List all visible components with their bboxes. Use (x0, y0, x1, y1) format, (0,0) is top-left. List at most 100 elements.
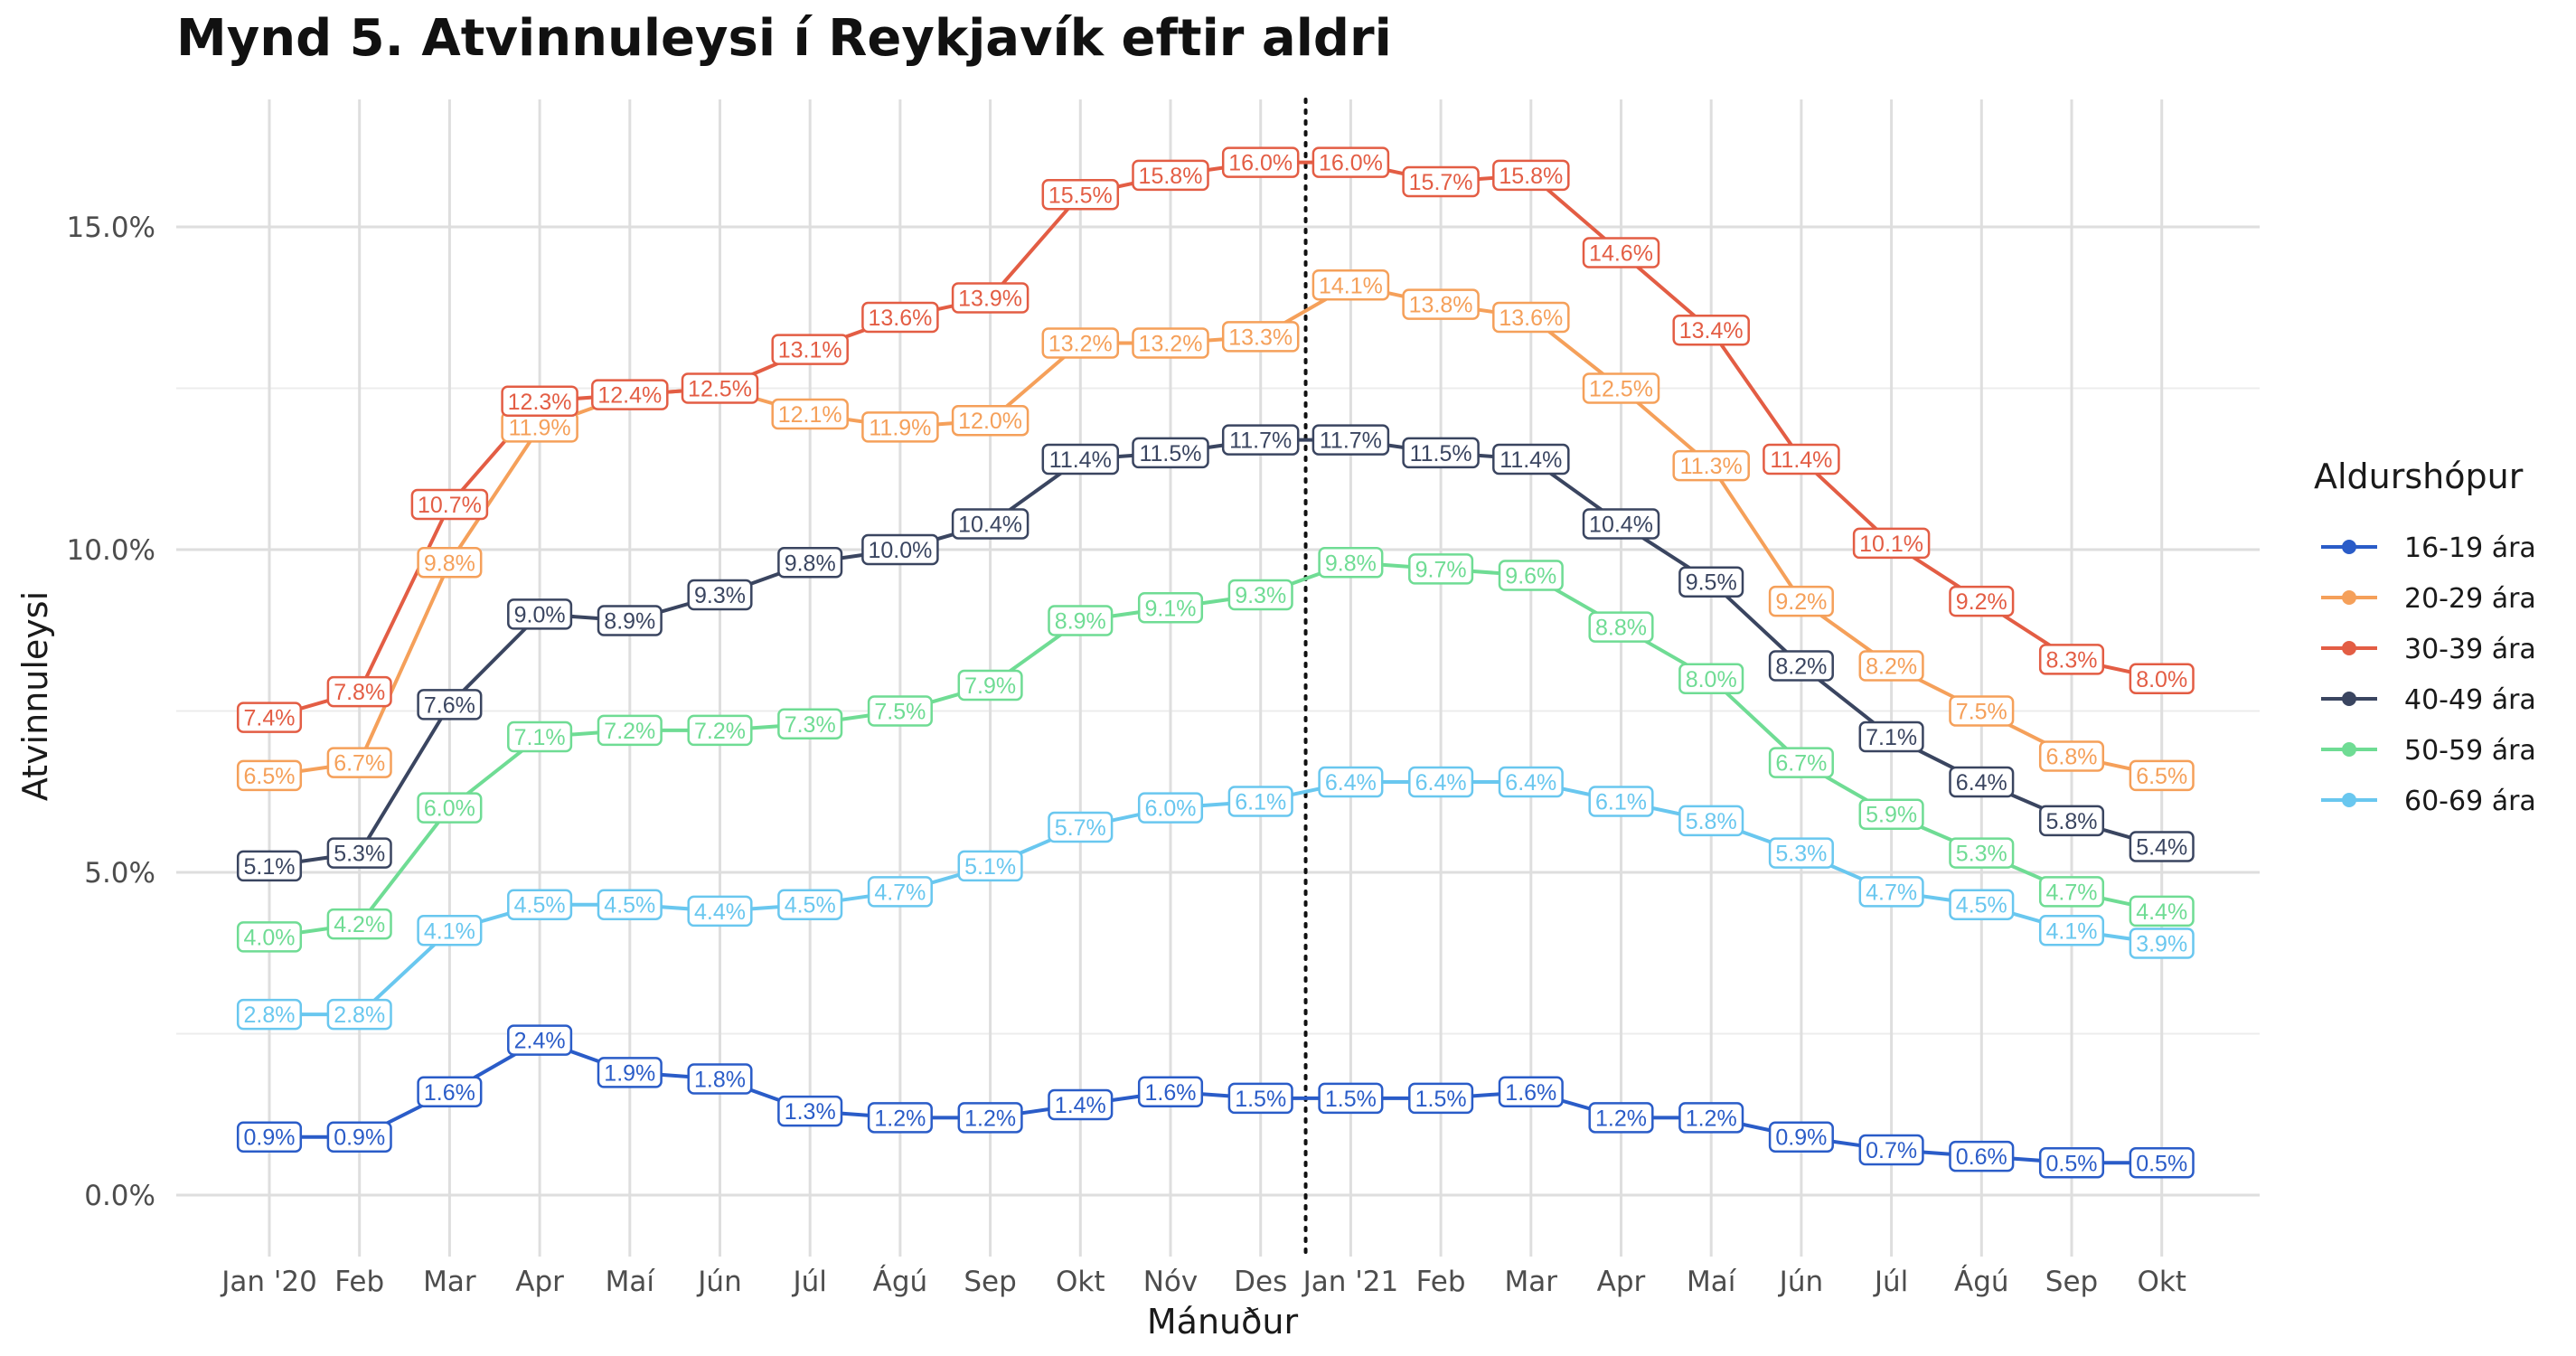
data-label-box (681, 372, 759, 404)
data-label-box (957, 1102, 1023, 1134)
data-label-text: 0.9% (244, 1125, 296, 1151)
data-label-box (951, 282, 1029, 314)
data-label: 11.4% (1041, 443, 1120, 476)
data-label-box (1678, 1102, 1744, 1134)
series-line (269, 1038, 2162, 1165)
data-label: 7.1% (507, 720, 573, 753)
data-label: 5.7% (1048, 811, 1114, 843)
data-label-text: 13.6% (1499, 306, 1563, 331)
data-label-box (597, 605, 663, 636)
data-label-text: 11.9% (509, 415, 571, 440)
data-label-box (777, 547, 843, 579)
data-label-text: 9.7% (1415, 557, 1467, 582)
data-label-text: 1.5% (1325, 1087, 1377, 1112)
data-label-text: 14.1% (1319, 273, 1383, 298)
data-label: 6.0% (417, 792, 483, 824)
data-label: 10.0% (861, 533, 939, 566)
x-tick-label: Sep (964, 1266, 1016, 1298)
data-label-text: 0.5% (2046, 1151, 2098, 1176)
data-label-box (1672, 449, 1750, 482)
data-label: 10.4% (951, 508, 1029, 540)
data-label-text: 5.7% (1055, 815, 1106, 841)
data-label: 1.6% (1498, 1076, 1564, 1108)
data-label-box (2129, 1147, 2195, 1179)
data-label-box (1041, 443, 1120, 476)
data-label: 3.9% (2129, 928, 2195, 959)
x-tick-label: Feb (1416, 1266, 1466, 1298)
data-label-box (1318, 547, 1384, 579)
data-label-box (326, 1121, 392, 1153)
data-label: 8.9% (597, 605, 663, 636)
data-label: 0.7% (1858, 1134, 1924, 1166)
x-tick-label: Ágú (873, 1266, 928, 1298)
data-label: 12.5% (1582, 372, 1660, 404)
data-label: 5.1% (957, 850, 1023, 882)
data-label-box (867, 1102, 933, 1134)
data-label-box (1582, 508, 1660, 540)
y-tick-label: 5.0% (84, 857, 155, 890)
data-label: 11.7% (1221, 424, 1300, 456)
data-label: 12.4% (591, 379, 669, 410)
data-label-box (951, 404, 1029, 437)
data-label: 1.5% (1227, 1082, 1293, 1115)
data-label-text: 7.5% (1956, 700, 2007, 725)
x-tick-label: Júl (1873, 1266, 1908, 1298)
data-label: 14.1% (1312, 269, 1390, 301)
data-label-box (867, 876, 933, 908)
data-label-text: 4.4% (2136, 899, 2187, 925)
data-label-box (236, 759, 303, 792)
data-label-text: 0.9% (334, 1125, 385, 1151)
data-label-box (1768, 747, 1834, 778)
x-tick-label: Maí (1687, 1266, 1737, 1298)
data-label-box (1588, 786, 1654, 817)
legend-label: 16-19 ára (2404, 532, 2536, 564)
data-labels: 0.9% 0.9% 1.6% 2.4% 1.9% 1.8% 1.3% 1.2% 1.2% 1.4%… (236, 146, 2195, 1179)
data-label-box (1132, 327, 1209, 359)
data-label-box (1318, 1082, 1384, 1115)
data-label-text: 6.4% (1325, 770, 1377, 796)
data-label: 1.4% (1048, 1088, 1114, 1121)
data-label: 13.6% (861, 301, 939, 334)
x-tick-label: Mar (423, 1266, 476, 1298)
legend: Aldurshópur 16-19 ára 20-29 ára 30-39 ára 40… (2314, 457, 2536, 817)
data-label: 12.1% (771, 398, 849, 430)
data-label-box (1048, 605, 1114, 636)
data-label-text: 13.3% (1228, 325, 1293, 350)
data-label-text: 11.5% (1410, 441, 1472, 466)
data-label: 1.6% (417, 1076, 483, 1108)
data-label-box (1492, 159, 1570, 192)
data-label-box (1408, 553, 1474, 585)
data-label-text: 5.4% (2136, 834, 2187, 860)
data-label-text: 11.4% (1770, 447, 1832, 473)
x-tick-label: Jún (696, 1266, 741, 1298)
data-label-text: 4.4% (694, 899, 746, 925)
data-label-box (2038, 1147, 2105, 1179)
data-label: 4.1% (2038, 915, 2105, 946)
data-label-text: 4.5% (785, 893, 836, 918)
data-label: 6.7% (326, 747, 392, 778)
data-label-text: 1.4% (1055, 1093, 1106, 1118)
data-label: 6.5% (2129, 759, 2195, 792)
data-label-text: 11.9% (869, 415, 931, 440)
data-label-box (326, 675, 392, 708)
data-label-box (417, 915, 483, 946)
data-label-text: 12.5% (688, 377, 752, 402)
data-label-text: 8.8% (1595, 616, 1647, 641)
data-label: 11.4% (1763, 443, 1840, 476)
data-label: 6.4% (1498, 766, 1564, 798)
data-label-text: 6.5% (2136, 764, 2187, 789)
data-label-box (326, 908, 392, 940)
data-label: 13.2% (1041, 327, 1120, 359)
data-label: 1.2% (867, 1102, 933, 1134)
data-label-text: 9.5% (1686, 570, 1737, 596)
data-label-text: 1.5% (1235, 1087, 1286, 1112)
data-label-text: 16.0% (1228, 151, 1293, 176)
data-label-text: 4.5% (604, 893, 655, 918)
data-label: 0.9% (1768, 1121, 1834, 1153)
legend-item: 30-39 ára (2321, 634, 2536, 665)
data-label-text: 3.9% (2136, 932, 2187, 957)
data-label-text: 9.8% (1325, 551, 1377, 576)
data-label: 9.3% (1227, 579, 1293, 611)
data-label: 12.0% (951, 404, 1029, 437)
